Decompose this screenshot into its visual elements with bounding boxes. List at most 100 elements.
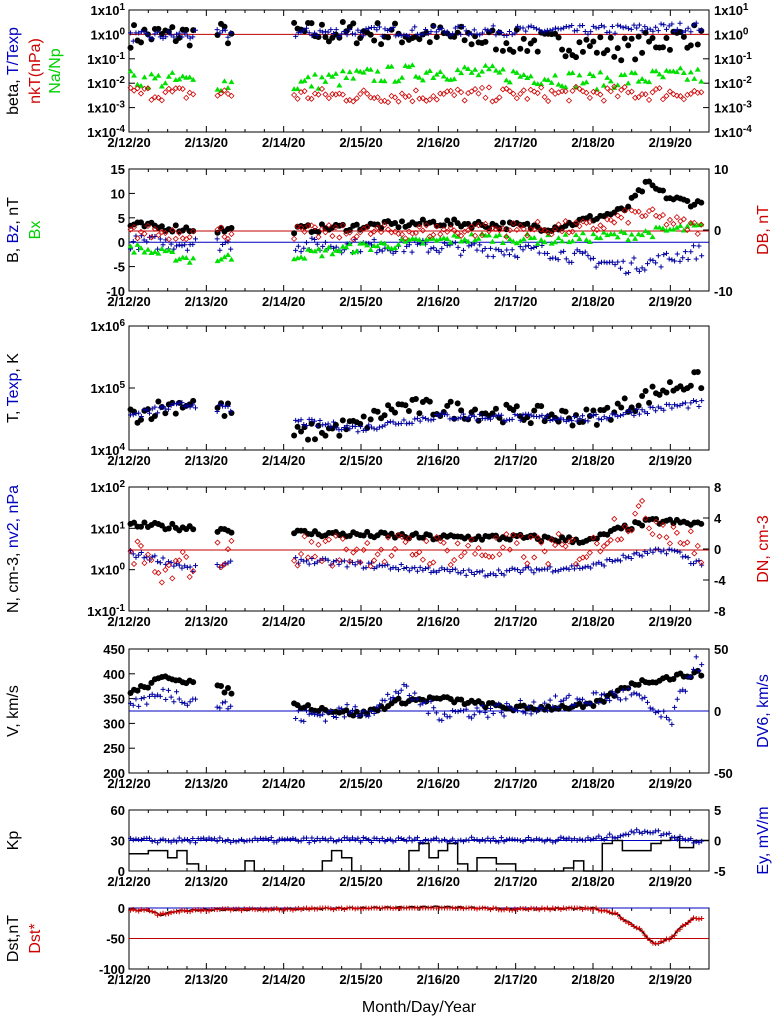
panel-N-point xyxy=(131,519,138,526)
panel-V-ytick-right-label: 0 xyxy=(714,704,721,719)
panel-V-point xyxy=(585,700,591,706)
panel-N-point xyxy=(423,565,429,571)
panel-N-point xyxy=(179,565,185,571)
panel-T-ytick-label: 1x105 xyxy=(91,380,126,396)
panel-B-point xyxy=(325,244,332,250)
panel-V-point xyxy=(133,696,139,702)
panel-Dst-point xyxy=(585,905,591,911)
panel-beta-point xyxy=(593,89,600,96)
panel-T-point xyxy=(515,413,521,419)
panel-N-point xyxy=(155,569,162,577)
panel-beta-point xyxy=(331,30,337,36)
panel-Kp-point xyxy=(171,837,177,843)
panel-beta-point xyxy=(625,80,632,86)
panel-V-point xyxy=(647,705,653,711)
panel-beta-point xyxy=(590,38,597,45)
panel-Dst-point xyxy=(639,928,645,934)
panel-B-ylabel2: Bx xyxy=(27,221,44,240)
panel-beta-point xyxy=(471,27,477,33)
panel-N-ytick-label: 1x101 xyxy=(91,520,126,536)
panel-T-point xyxy=(436,413,442,419)
panel-B-point xyxy=(525,243,531,249)
panel-Kp-date-tick: 2/13/20 xyxy=(185,874,228,889)
panel-N-point xyxy=(301,533,308,540)
panel-V-point xyxy=(569,703,575,709)
panel-Kp-ytick-label: 60 xyxy=(111,803,125,818)
panel-Dst-point xyxy=(680,923,686,929)
panel-B-point xyxy=(489,225,496,232)
panel-B-point xyxy=(534,240,541,246)
panel-T-point xyxy=(607,414,613,420)
panel-beta-point xyxy=(623,24,629,30)
panel-B-point xyxy=(364,223,371,231)
panel-beta-point xyxy=(171,34,177,40)
panel-Kp-point xyxy=(544,836,550,842)
panel-B-point xyxy=(649,234,656,240)
panel-B-point xyxy=(182,242,188,248)
panel-Kp-point xyxy=(452,839,458,845)
panel-N-point xyxy=(460,568,466,574)
panel-T-point xyxy=(412,396,419,403)
panel-Kp-point xyxy=(174,839,180,845)
panel-Kp-point xyxy=(626,832,632,838)
panel-T-point xyxy=(405,408,412,415)
panel-B-point xyxy=(466,243,472,249)
panel-V-point xyxy=(433,710,439,716)
panel-B-point xyxy=(385,226,392,233)
panel-B-point xyxy=(144,246,151,252)
panel-B-point xyxy=(517,238,524,244)
panel-N-point xyxy=(332,532,339,539)
panel-Dst-point xyxy=(691,915,697,921)
panel-B-point xyxy=(663,221,670,228)
panel-N-point xyxy=(544,566,550,572)
panel-Kp-point xyxy=(130,837,136,843)
panel-beta-point xyxy=(625,89,632,96)
panel-V-point xyxy=(222,699,228,705)
panel-T-point xyxy=(336,432,343,439)
panel-T-point xyxy=(305,436,312,443)
panel-B-point xyxy=(419,227,426,234)
panel-beta-ytick-label: 1x100 xyxy=(91,26,126,42)
panel-T-point xyxy=(398,420,404,426)
panel-beta-point xyxy=(357,35,364,42)
panel-beta-point xyxy=(621,71,628,77)
panel-beta-point xyxy=(558,26,564,32)
panel-B-point xyxy=(504,247,510,253)
panel-Kp-point xyxy=(396,835,402,841)
panel-beta-point xyxy=(318,85,326,93)
panel-beta-point xyxy=(628,69,635,75)
panel-beta-point xyxy=(656,85,663,92)
panel-Kp-point xyxy=(409,838,415,844)
panel-beta-point xyxy=(545,77,552,83)
panel-V-point xyxy=(193,696,199,702)
panel-Dst-point xyxy=(528,905,534,911)
panel-beta-point xyxy=(311,90,319,97)
panel-beta-point xyxy=(596,25,602,31)
panel-Dst-point xyxy=(257,906,263,912)
panel-Kp-point xyxy=(420,839,426,845)
panel-Kp-point xyxy=(458,837,464,843)
panel-beta-date-tick: 2/13/20 xyxy=(185,135,228,150)
panel-beta-point xyxy=(599,22,605,28)
panel-V-point xyxy=(496,701,502,707)
panel-beta-point xyxy=(583,36,590,43)
panel-beta-point xyxy=(590,73,597,79)
panel-N-point xyxy=(572,560,580,568)
panel-beta-point xyxy=(179,85,186,93)
panel-T-point xyxy=(344,423,350,429)
panel-B-point xyxy=(460,247,466,253)
panel-Dst-point xyxy=(306,906,312,912)
panel-T-point xyxy=(488,416,494,422)
panel-beta-point xyxy=(454,67,461,73)
panel-Kp-point xyxy=(303,835,309,841)
panel-N-point xyxy=(538,539,545,546)
panel-beta-point xyxy=(534,26,540,32)
panel-Dst-point xyxy=(228,907,234,913)
panel-Kp-point xyxy=(433,835,439,841)
panel-beta-point xyxy=(303,25,309,31)
panel-B-point xyxy=(224,235,232,243)
panel-N-point xyxy=(555,530,562,537)
panel-beta-point xyxy=(680,33,687,40)
panel-beta-point xyxy=(512,30,518,36)
